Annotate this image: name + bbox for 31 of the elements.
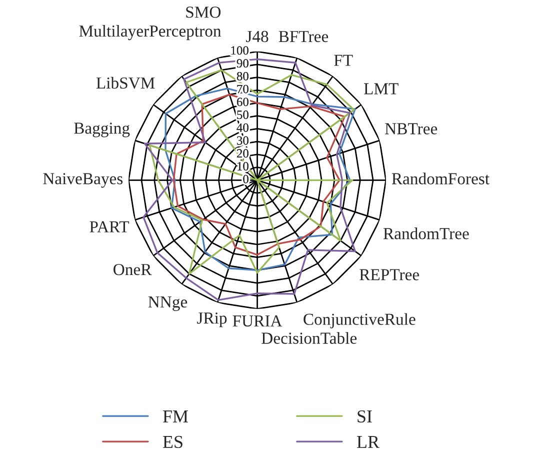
spoke-label: MultilayerPerceptron xyxy=(79,24,222,40)
spoke-label: REPTree xyxy=(360,269,420,280)
spoke-label: RandomForest xyxy=(392,172,490,184)
spoke-label: ConjunctiveRule xyxy=(304,313,416,328)
y-tick-label: 90 xyxy=(236,59,248,68)
y-tick-label: 100 xyxy=(231,46,248,55)
spoke-label: Bagging xyxy=(74,122,130,138)
spoke-label: NBTree xyxy=(385,123,438,134)
spoke-label: FURIA xyxy=(232,315,282,327)
legend-label: SI xyxy=(358,410,372,423)
legend-label: ES xyxy=(162,436,182,448)
spoke-label: LMT xyxy=(364,83,398,94)
legend-label: FM xyxy=(162,410,188,422)
y-tick-label: 0 xyxy=(243,174,248,184)
spoke-label: NaiveBayes xyxy=(43,173,123,188)
spoke-label: OneR xyxy=(114,264,152,276)
spoke-label: J48 xyxy=(246,30,268,42)
spoke-label: FT xyxy=(334,54,353,66)
spoke-label: SMO xyxy=(186,6,221,18)
spoke-label: PART xyxy=(90,221,130,232)
y-tick-label: 80 xyxy=(236,72,248,80)
legend-label: LR xyxy=(356,436,380,448)
y-tick-label: 60 xyxy=(236,98,248,106)
spoke-label: RandomTree xyxy=(383,228,469,240)
spoke-label: DecisionTable xyxy=(262,332,357,344)
spoke-label: BFTree xyxy=(278,31,328,42)
y-tick-label: 50 xyxy=(237,110,248,119)
spoke-label: JRip xyxy=(197,312,227,328)
spoke-label: LibSVM xyxy=(96,76,155,89)
y-tick-label: 70 xyxy=(237,84,248,94)
spoke-label: NNge xyxy=(148,296,188,311)
